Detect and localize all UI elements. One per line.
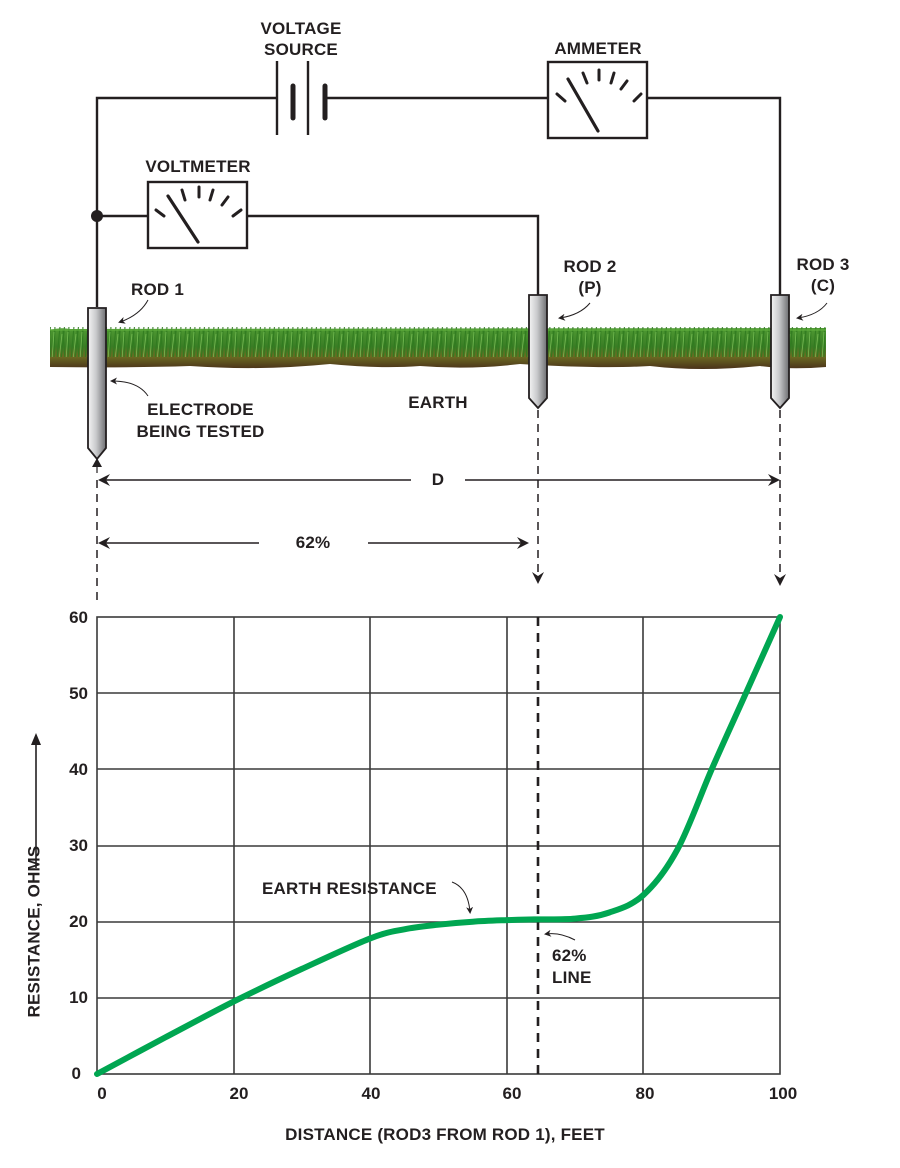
y-tick-20: 20 — [69, 912, 88, 931]
distance-d-label: D — [431, 470, 445, 489]
y-tick-0: 0 — [71, 1064, 81, 1083]
earth-grass-strip — [50, 327, 826, 369]
x-tick-100: 100 — [768, 1084, 798, 1103]
y-tick-10: 10 — [69, 988, 88, 1007]
rod-1-label: ROD 1 — [131, 280, 184, 299]
y-tick-40: 40 — [69, 760, 88, 779]
x-axis-label: DISTANCE (ROD3 FROM ROD 1), FEET — [285, 1125, 605, 1144]
junction-dot — [91, 210, 103, 222]
rod-2-potential — [528, 294, 548, 410]
y-axis-label: RESISTANCE, OHMS — [24, 845, 44, 1018]
ammeter-gauge-icon — [546, 60, 649, 140]
dimension-lines — [92, 410, 786, 600]
rod-3-current — [770, 294, 790, 410]
voltmeter-gauge-icon — [146, 180, 249, 250]
distance-62-percent-label: 62% — [295, 533, 331, 552]
y-tick-50: 50 — [69, 684, 88, 703]
x-tick-20: 20 — [229, 1084, 249, 1103]
x-tick-80: 80 — [635, 1084, 655, 1103]
earth-resistance-annotation: EARTH RESISTANCE — [262, 879, 437, 898]
x-tick-0: 0 — [97, 1084, 107, 1103]
rod-3-label: ROD 3 (C) — [796, 255, 850, 295]
voltmeter-label: VOLTMETER — [145, 157, 251, 176]
rod-2-label: ROD 2 (P) — [563, 257, 617, 297]
earth-resistance-curve — [94, 614, 783, 1077]
sixty-two-percent-line-label: 62% LINE — [552, 946, 592, 987]
resistance-chart — [31, 614, 783, 1077]
x-tick-60: 60 — [502, 1084, 522, 1103]
callout-arrows — [110, 299, 828, 397]
earth-label: EARTH — [408, 393, 468, 412]
ammeter-label: AMMETER — [554, 39, 642, 58]
rod-1-electrode — [87, 307, 107, 461]
x-tick-40: 40 — [361, 1084, 381, 1103]
battery-icon — [275, 61, 328, 135]
electrode-being-tested-label: ELECTRODE BEING TESTED — [136, 400, 265, 441]
circuit-wires — [95, 96, 782, 307]
y-tick-30: 30 — [69, 836, 88, 855]
voltage-source-label: VOLTAGE SOURCE — [260, 19, 342, 59]
y-tick-60: 60 — [69, 608, 88, 627]
